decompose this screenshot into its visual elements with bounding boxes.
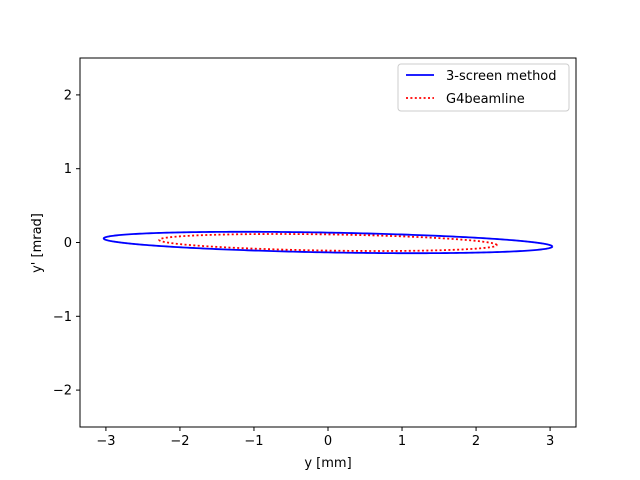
x-tick-label: 3 [546,434,554,449]
y-tick-label: 2 [64,88,72,103]
axes: −3 −2 −1 0 1 2 3 −2 −1 0 1 2 [53,57,577,449]
x-axis-label: y [mm] [304,456,351,471]
legend-box [397,63,570,112]
series-3-screen-method-curve [102,230,554,255]
legend-label-3-screen-method: 3-screen method [446,69,557,84]
y-axis-label: y' [mrad] [30,213,45,273]
series-g4beamline-curve [158,233,498,252]
y-tick-label: 0 [64,236,72,251]
y-tick-label: −1 [53,310,72,325]
x-tick-label: −2 [170,434,189,449]
x-tick-label: −1 [244,434,263,449]
y-tick-label: −2 [53,384,72,399]
y-tick-label: 1 [64,162,72,177]
x-tick-label: 1 [398,434,406,449]
x-tick-label: 2 [472,434,480,449]
legend-label-g4beamline: G4beamline [446,92,525,107]
legend: 3-screen method G4beamline [397,63,570,112]
x-tick-label: −3 [96,434,115,449]
x-tick-label: 0 [324,434,332,449]
plot-area [102,230,554,255]
